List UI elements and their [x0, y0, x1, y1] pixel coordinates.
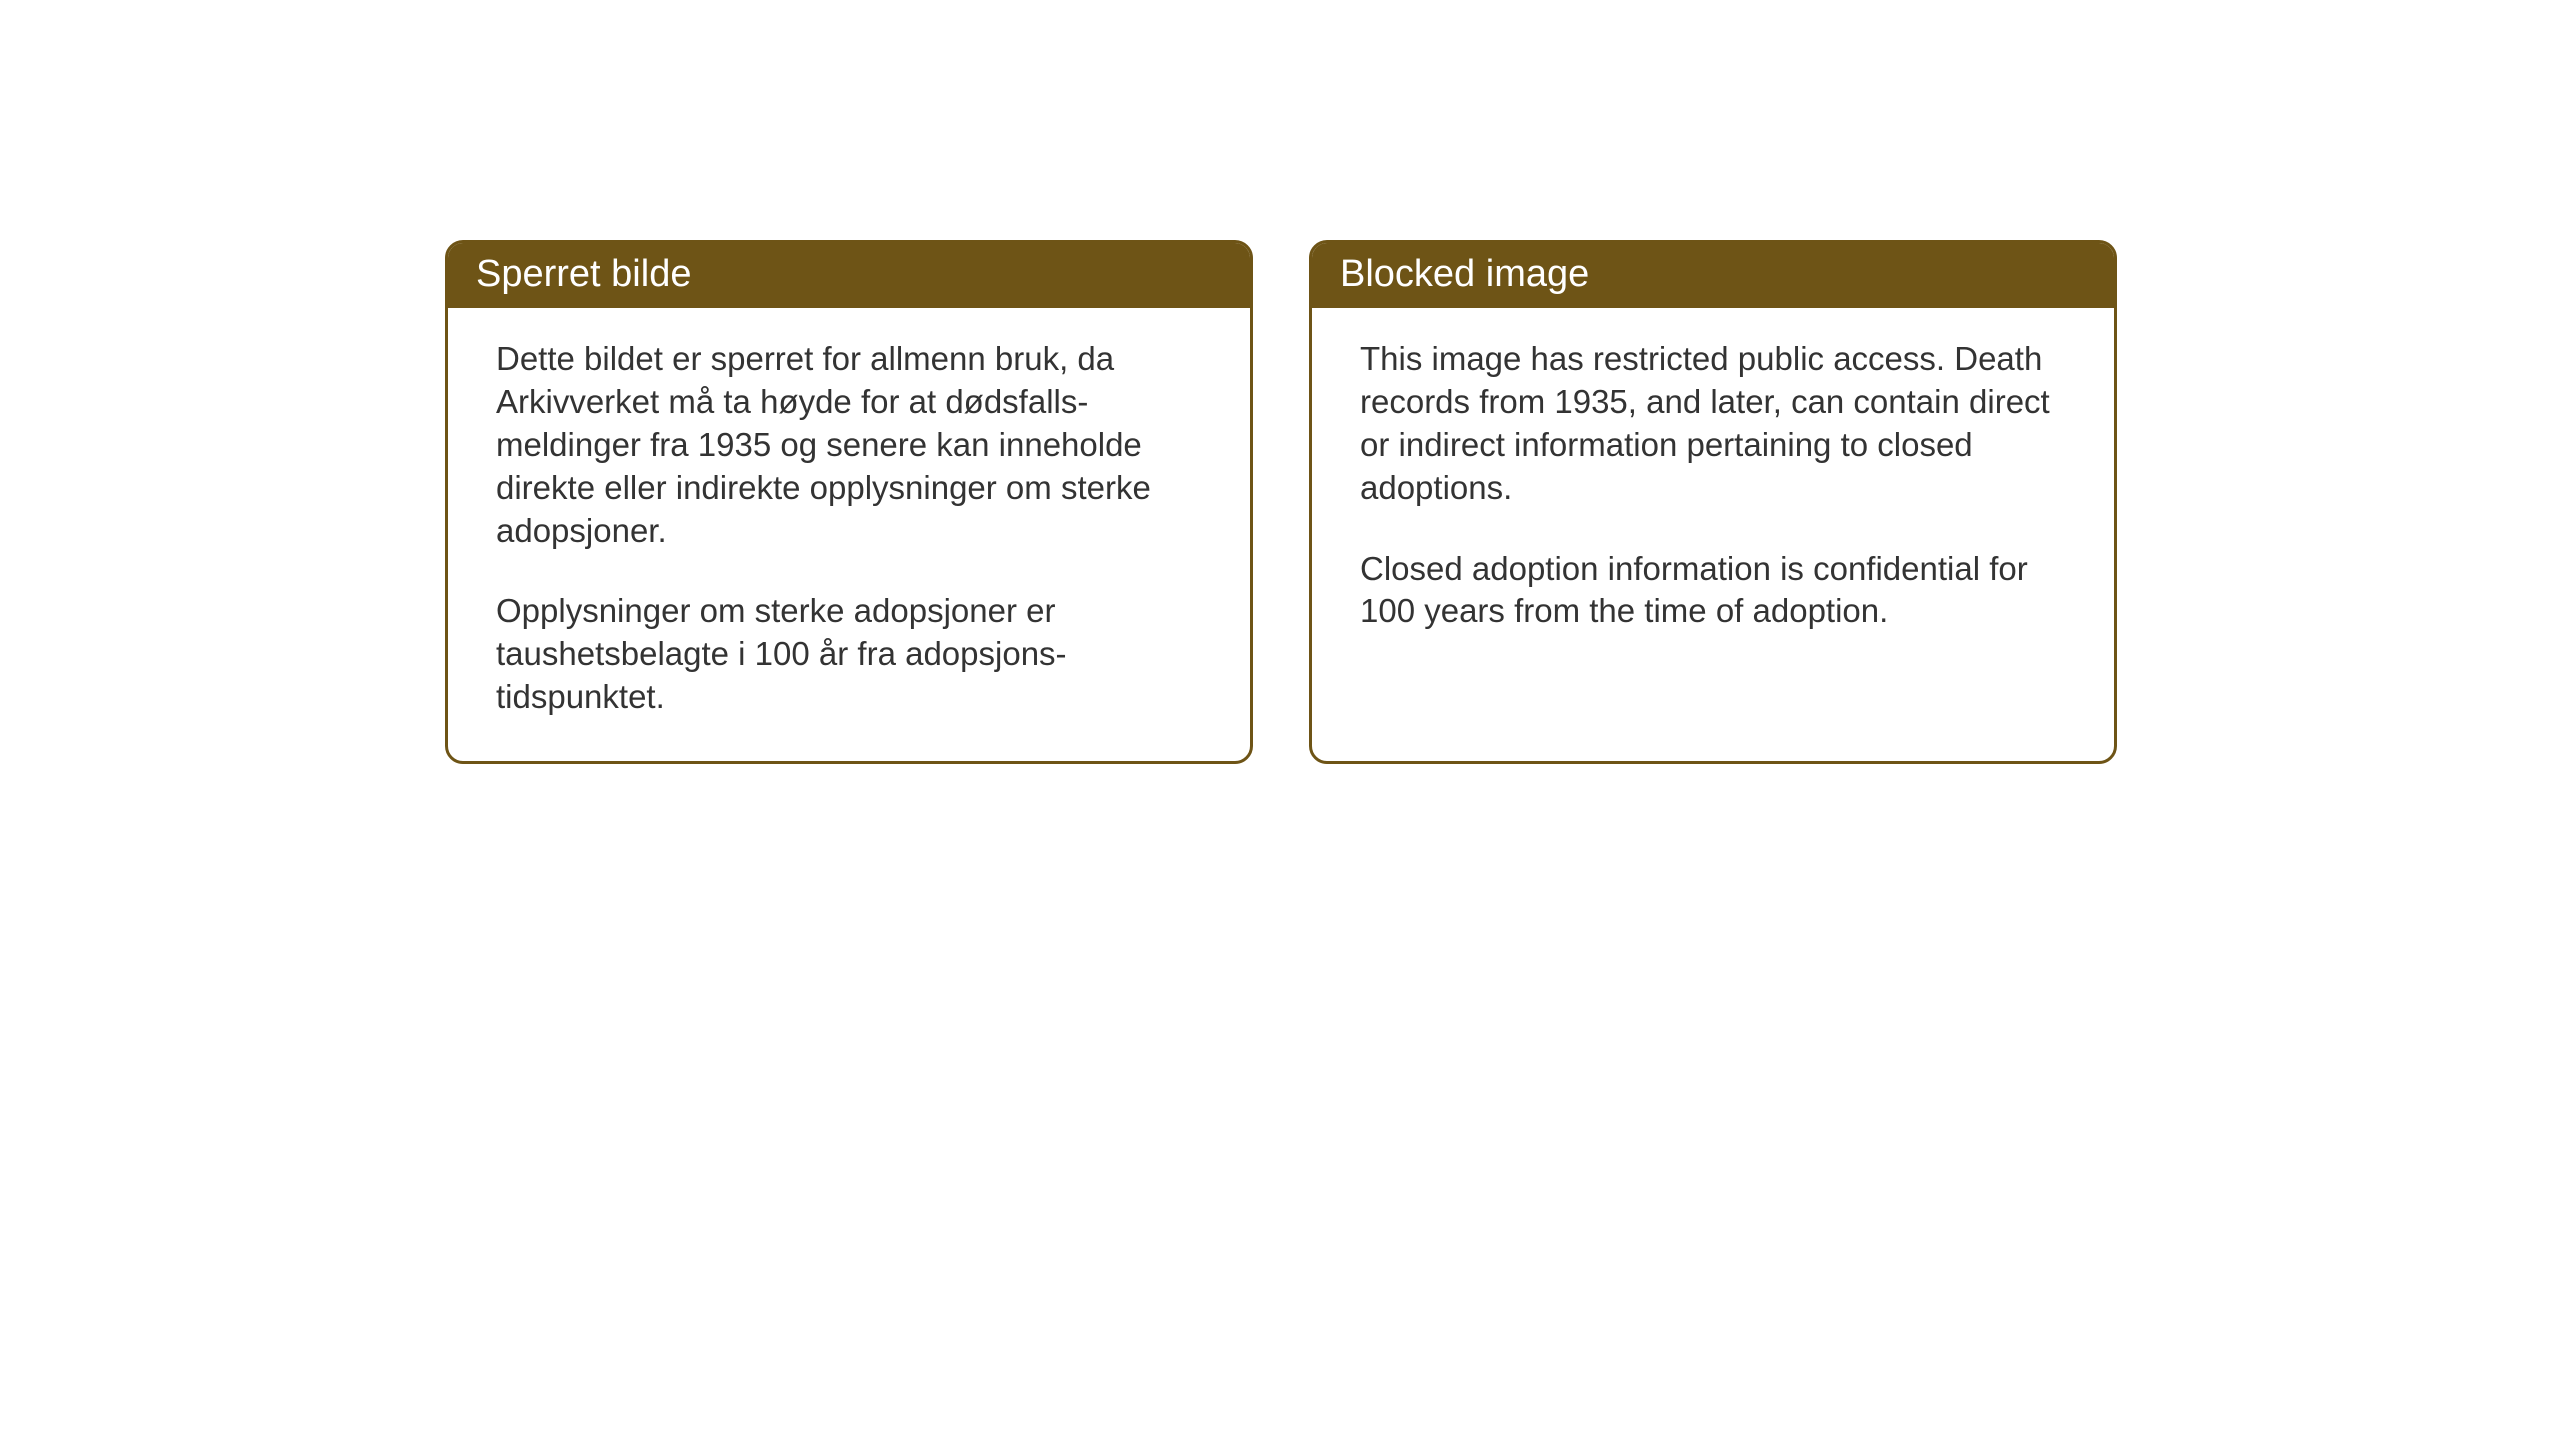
card-paragraph: Opplysninger om sterke adopsjoner er tau…: [496, 590, 1202, 719]
card-paragraph: This image has restricted public access.…: [1360, 338, 2066, 510]
notice-cards-container: Sperret bilde Dette bildet er sperret fo…: [445, 240, 2117, 764]
card-body-english: This image has restricted public access.…: [1312, 308, 2114, 675]
card-title-english: Blocked image: [1340, 253, 1589, 295]
notice-card-english: Blocked image This image has restricted …: [1309, 240, 2117, 764]
card-paragraph: Closed adoption information is confident…: [1360, 548, 2066, 634]
card-header-norwegian: Sperret bilde: [448, 243, 1250, 308]
card-body-norwegian: Dette bildet er sperret for allmenn bruk…: [448, 308, 1250, 761]
notice-card-norwegian: Sperret bilde Dette bildet er sperret fo…: [445, 240, 1253, 764]
card-title-norwegian: Sperret bilde: [476, 253, 691, 295]
card-header-english: Blocked image: [1312, 243, 2114, 308]
card-paragraph: Dette bildet er sperret for allmenn bruk…: [496, 338, 1202, 552]
